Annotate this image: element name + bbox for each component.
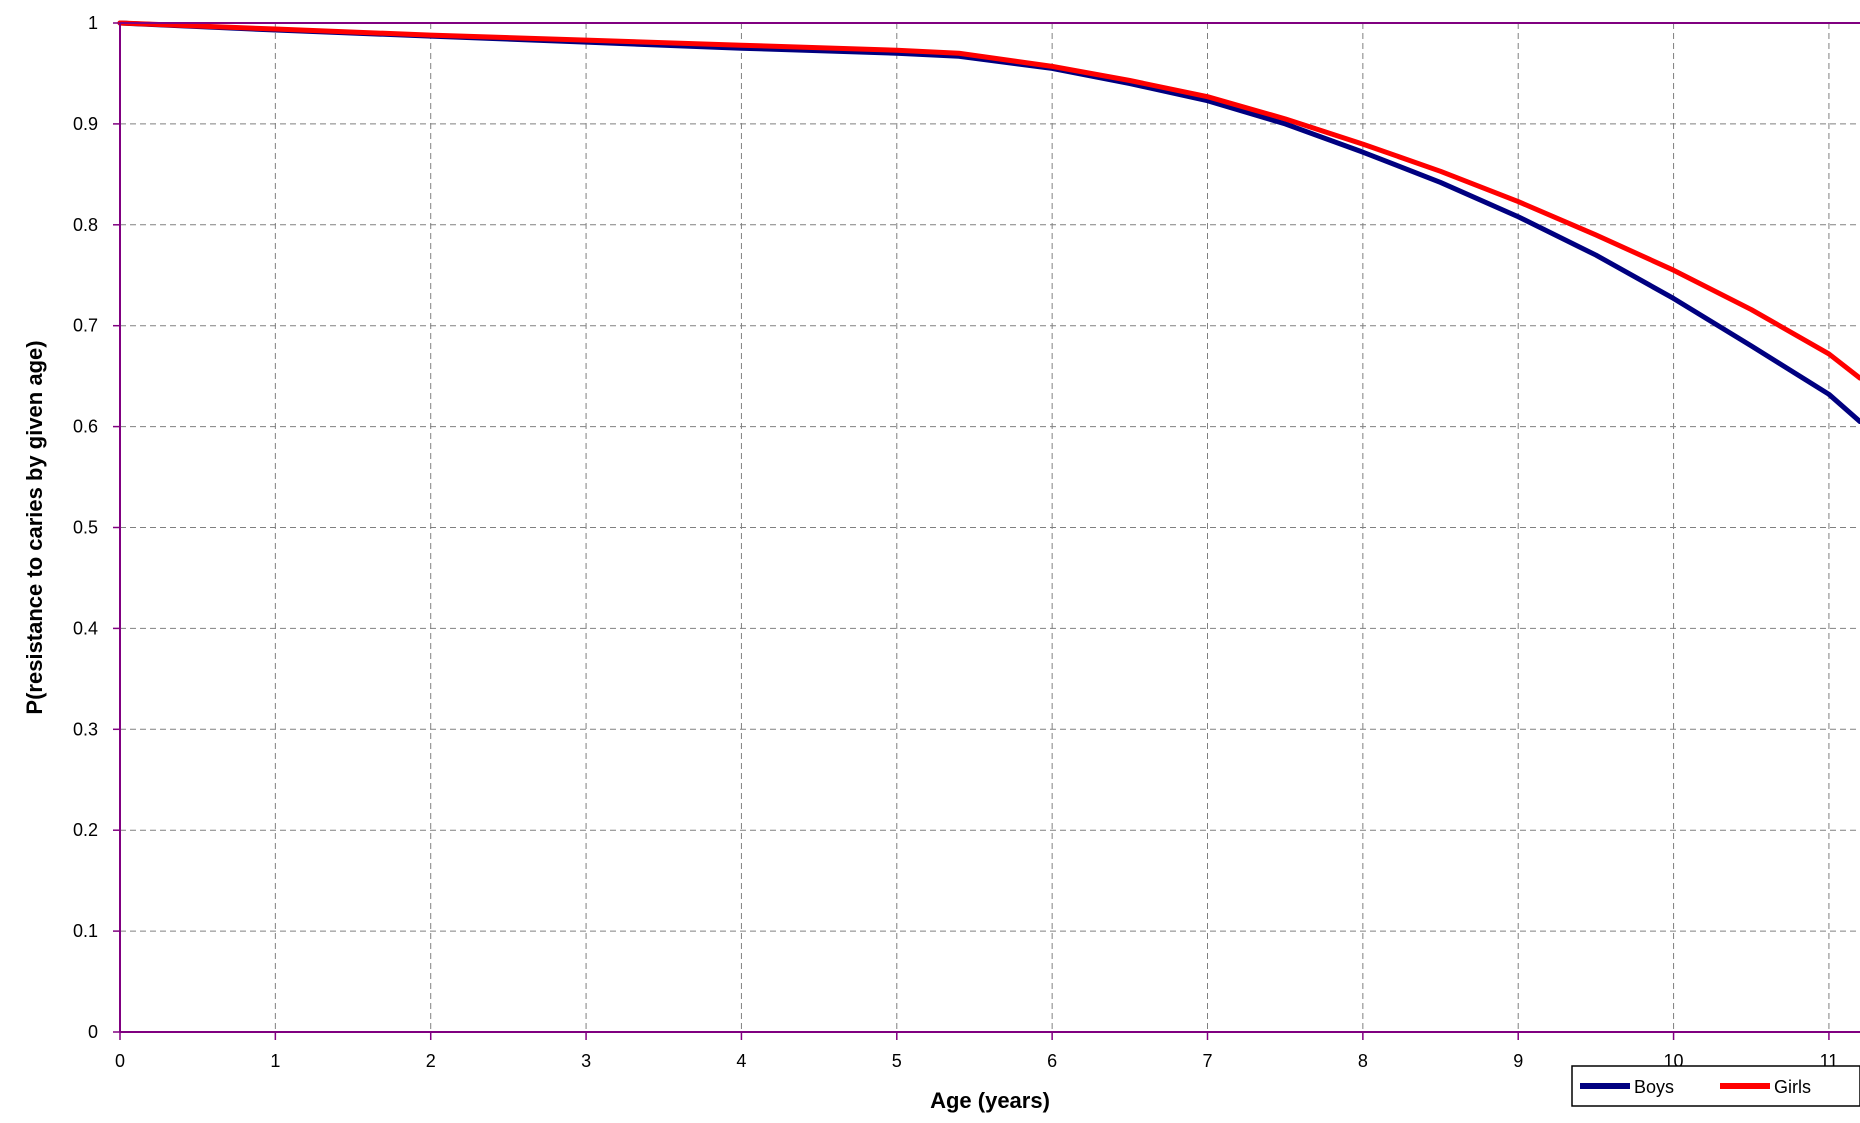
series-layer <box>117 20 1860 425</box>
y-tick-label: 0.1 <box>73 921 98 941</box>
y-tick-label: 0.5 <box>73 518 98 538</box>
x-tick-label: 4 <box>736 1051 746 1071</box>
y-tick-label: 0.9 <box>73 114 98 134</box>
x-tick-label: 6 <box>1047 1051 1057 1071</box>
y-tick-label: 0.3 <box>73 719 98 739</box>
x-tick-label: 0 <box>115 1051 125 1071</box>
y-tick-label: 0.4 <box>73 618 98 638</box>
x-axis-title: Age (years) <box>930 1088 1050 1113</box>
x-tick-label: 7 <box>1202 1051 1212 1071</box>
x-tick-label: 5 <box>892 1051 902 1071</box>
x-axis-ticks: 0 1 2 3 4 5 6 7 8 9 10 11 <box>115 1032 1838 1071</box>
y-tick-label: 0.8 <box>73 215 98 235</box>
y-tick-label: 0.6 <box>73 417 98 437</box>
y-axis-ticks: 0 0.1 0.2 0.3 0.4 0.5 0.6 0.7 0.8 0.9 1 <box>73 13 120 1042</box>
legend: Boys Girls <box>1571 1065 1860 1107</box>
x-tick-label: 2 <box>426 1051 436 1071</box>
series-line-girls <box>117 20 1860 381</box>
gridlines <box>120 23 1860 1032</box>
y-tick-label: 0.7 <box>73 316 98 336</box>
y-tick-label: 0 <box>88 1022 98 1042</box>
x-tick-label: 9 <box>1513 1051 1523 1071</box>
y-axis-title: P(resistance to caries by given age) <box>22 340 47 714</box>
legend-label-girls: Girls <box>1774 1077 1811 1097</box>
legend-label-boys: Boys <box>1634 1077 1674 1097</box>
y-tick-label: 1 <box>88 13 98 33</box>
y-tick-label: 0.2 <box>73 820 98 840</box>
x-tick-label: 8 <box>1358 1051 1368 1071</box>
x-tick-label: 1 <box>270 1051 280 1071</box>
x-tick-label: 3 <box>581 1051 591 1071</box>
